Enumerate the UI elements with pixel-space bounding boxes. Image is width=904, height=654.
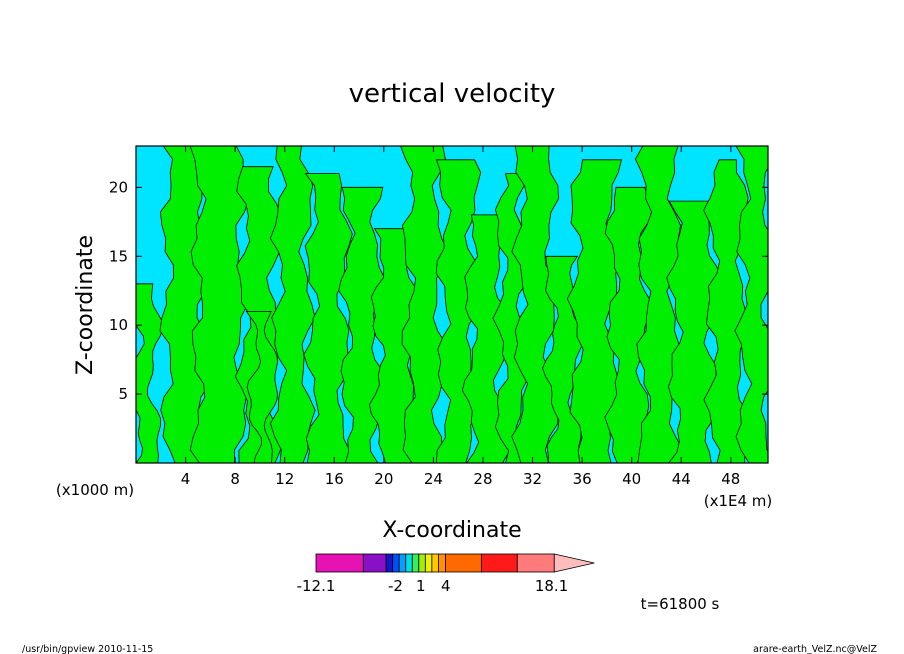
x-tick-label: 32 — [523, 470, 542, 488]
x-tick-label: 36 — [573, 470, 592, 488]
x-axis-label: X-coordinate — [382, 518, 521, 543]
x-tick-label: 4 — [181, 470, 191, 488]
colorbar-segment — [516, 553, 555, 573]
green-band — [189, 146, 250, 463]
colorbar-segment — [480, 553, 518, 573]
green-band — [136, 283, 164, 463]
x-tick-label: 12 — [275, 470, 294, 488]
colorbar-segment — [418, 553, 426, 573]
green-band — [269, 146, 316, 463]
green-band — [734, 146, 768, 463]
colorbar-segment — [405, 553, 413, 573]
x-tick-label: 48 — [721, 470, 740, 488]
colorbar-segment — [437, 553, 446, 573]
green-band — [245, 310, 278, 463]
colorbar: -12.1 -2 1 4 18.1 — [297, 553, 595, 595]
colorbar-label: 4 — [441, 577, 451, 595]
green-band — [566, 159, 623, 463]
x-tick-label: 16 — [325, 470, 344, 488]
time-label: t=61800 s — [641, 595, 720, 613]
green-band — [542, 255, 585, 463]
colorbar-segment — [398, 553, 407, 573]
colorbar-segment — [445, 553, 482, 573]
x-unit-right: (x1E4 m) — [704, 492, 773, 510]
colorbar-label: 1 — [416, 577, 426, 595]
colorbar-segment — [392, 553, 400, 573]
y-tick-label: 10 — [109, 316, 128, 334]
x-tick-label: 20 — [374, 470, 393, 488]
x-tick-label: 24 — [424, 470, 443, 488]
colorbar-segment — [431, 553, 439, 573]
colorbar-segment — [385, 553, 394, 573]
colorbar-label: 18.1 — [535, 577, 568, 595]
colorbar-segment — [411, 553, 420, 573]
x-tick-label: 28 — [473, 470, 492, 488]
colorbar-segment — [315, 553, 364, 573]
x-unit-left: (x1000 m) — [56, 481, 134, 499]
x-tick-label: 44 — [672, 470, 691, 488]
colorbar-label: -2 — [388, 577, 403, 595]
colorbar-arrow — [553, 553, 595, 573]
x-tick-label: 40 — [622, 470, 641, 488]
plot-frame — [135, 145, 769, 464]
green-band — [604, 186, 653, 463]
footer-left: /usr/bin/gpview 2010-11-15 — [22, 644, 153, 654]
y-tick-label: 5 — [118, 385, 128, 403]
colorbar-segment — [424, 553, 433, 573]
green-contour-bands — [136, 146, 768, 463]
colorbar-label: -12.1 — [297, 577, 336, 595]
footer-right: arare-earth_VelZ.nc@VelZ — [753, 644, 877, 654]
y-tick-label: 20 — [109, 178, 128, 196]
x-tick-label: 8 — [230, 470, 240, 488]
y-tick-label: 15 — [109, 247, 128, 265]
chart-title: vertical velocity — [349, 79, 556, 109]
y-axis-label: Z-coordinate — [73, 235, 98, 375]
colorbar-segment — [362, 553, 387, 573]
